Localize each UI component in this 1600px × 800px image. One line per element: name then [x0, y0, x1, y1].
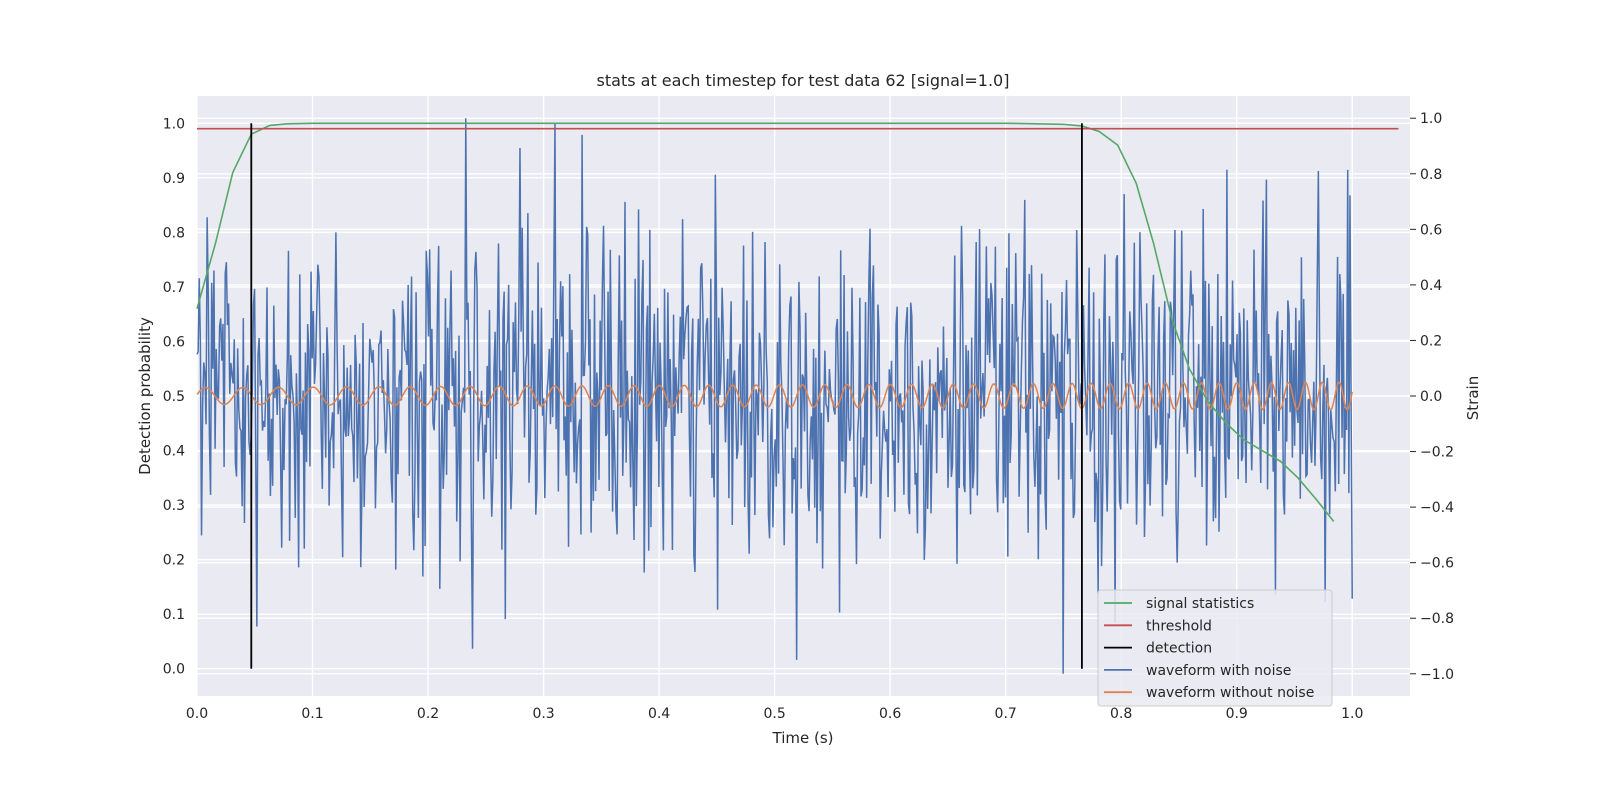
series-waveform-without-noise	[196, 381, 1353, 411]
y-left-tick-label: 0.3	[163, 498, 185, 514]
x-axis-label: Time (s)	[772, 729, 834, 747]
legend-entry: threshold	[1146, 618, 1212, 634]
legend-entry: detection	[1146, 641, 1212, 657]
x-tick-label: 0.4	[648, 706, 670, 722]
x-tick-label: 0.8	[1110, 706, 1132, 722]
x-tick-label: 0.5	[763, 706, 785, 722]
y-left-tick-label: 0.5	[163, 389, 185, 405]
legend-box	[1097, 589, 1333, 707]
y-right-tick-label: 1.0	[1420, 111, 1442, 127]
x-tick-label: 0.9	[1226, 706, 1248, 722]
y-right-tick-label: −0.6	[1420, 556, 1454, 572]
x-tick-label: 0.7	[995, 706, 1017, 722]
y-axis-label-left: Detection probability	[136, 317, 154, 475]
x-tick-label: 0.1	[301, 706, 323, 722]
series-waveform-with-noise	[196, 118, 1353, 674]
y-left-tick-label: 1.0	[163, 116, 185, 132]
y-axis-label-right: Strain	[1464, 376, 1482, 420]
x-tick-label: 0.3	[532, 706, 554, 722]
x-tick-label: 0.6	[879, 706, 901, 722]
y-left-tick-label: 0.7	[163, 280, 185, 296]
legend-entry: waveform without noise	[1146, 685, 1314, 701]
legend: signal statistics threshold detection wavef…	[1097, 589, 1333, 707]
y-left-tick-label: 0.4	[163, 444, 185, 460]
y-left-tick-label: 0.6	[163, 334, 185, 350]
x-tick-label: 0.0	[186, 706, 208, 722]
y-left-tick-label: 0.2	[163, 553, 185, 569]
y-right-tick-label: 0.8	[1420, 167, 1442, 183]
y-right-tick-label: 0.0	[1420, 389, 1442, 405]
tick-labels: 0.0 0.1 0.2 0.3 0.4 0.5 0.6 0.7 0.8 0.9 1.0 0.0 0.1 0…	[163, 111, 1454, 722]
y-right-tick-label: −1.0	[1420, 667, 1454, 683]
y-right-tick-label: 0.4	[1420, 278, 1442, 294]
x-tick-label: 0.2	[417, 706, 439, 722]
y-left-tick-label: 0.9	[163, 171, 185, 187]
y-left-tick-label: 0.1	[163, 607, 185, 623]
x-tick-label: 1.0	[1341, 706, 1363, 722]
y-right-tick-label: 0.6	[1420, 222, 1442, 238]
y-right-tick-label: −0.4	[1420, 500, 1454, 516]
legend-entry: signal statistics	[1146, 596, 1254, 612]
chart-title: stats at each timestep for test data 62 …	[597, 71, 1010, 90]
series-layer	[196, 118, 1399, 674]
y-right-tick-label: −0.2	[1420, 445, 1454, 461]
y-left-tick-label: 0.0	[163, 662, 185, 678]
legend-entry: waveform with noise	[1146, 663, 1291, 679]
y-right-tick-label: −0.8	[1420, 611, 1454, 627]
y-right-tick-label: 0.2	[1420, 333, 1442, 349]
y-left-tick-label: 0.8	[163, 225, 185, 241]
